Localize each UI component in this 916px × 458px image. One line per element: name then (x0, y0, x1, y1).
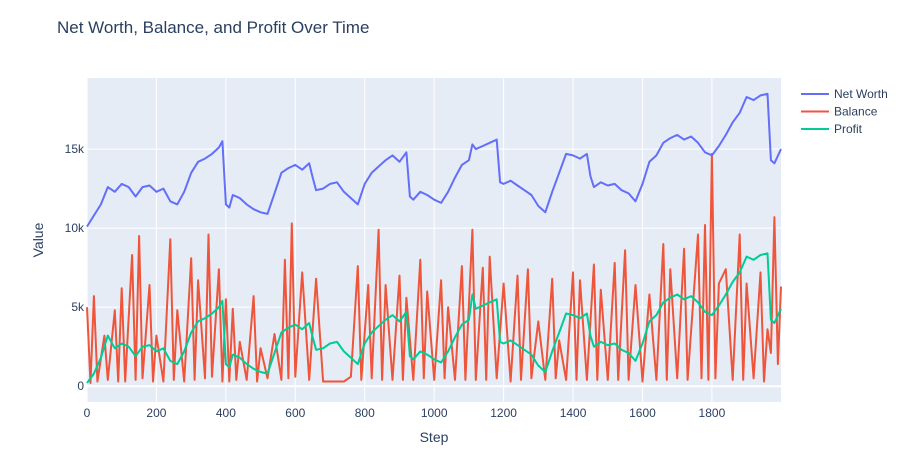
x-tick-labels: 0 200 400 600 800 1000 1200 1400 1600 1800 (84, 406, 726, 420)
x-tick-label: 0 (84, 406, 91, 420)
series-line-profit (86, 252, 782, 384)
series-layer (86, 92, 782, 384)
legend-label: Net Worth (834, 87, 888, 101)
gridlines (86, 78, 781, 402)
x-tick-label: 800 (355, 406, 375, 420)
x-tick-label: 1000 (421, 406, 448, 420)
x-tick-label: 1600 (629, 406, 656, 420)
legend-item-net-worth[interactable]: Net Worth (801, 87, 888, 101)
x-tick-label: 200 (146, 406, 166, 420)
legend-item-profit[interactable]: Profit (801, 122, 863, 136)
x-tick-label: 1200 (490, 406, 517, 420)
x-tick-label: 400 (216, 406, 236, 420)
x-axis-title: Step (420, 429, 449, 445)
y-axis-title: Value (30, 222, 46, 257)
y-tick-labels: 0 5k 10k 15k (65, 142, 85, 393)
legend-label: Balance (834, 105, 878, 119)
chart-title: Net Worth, Balance, and Profit Over Time (57, 18, 369, 37)
legend-item-balance[interactable]: Balance (801, 105, 878, 119)
x-tick-label: 1400 (560, 406, 587, 420)
legend[interactable]: Net Worth Balance Profit (801, 87, 888, 136)
x-tick-label: 600 (285, 406, 305, 420)
x-tick-label: 1800 (699, 406, 726, 420)
series-line-balance (86, 152, 782, 384)
y-tick-label: 15k (65, 142, 85, 156)
y-tick-label: 0 (77, 379, 84, 393)
y-tick-label: 5k (71, 300, 85, 314)
y-tick-label: 10k (65, 221, 85, 235)
series-line-net-worth (86, 92, 782, 228)
legend-label: Profit (834, 122, 863, 136)
